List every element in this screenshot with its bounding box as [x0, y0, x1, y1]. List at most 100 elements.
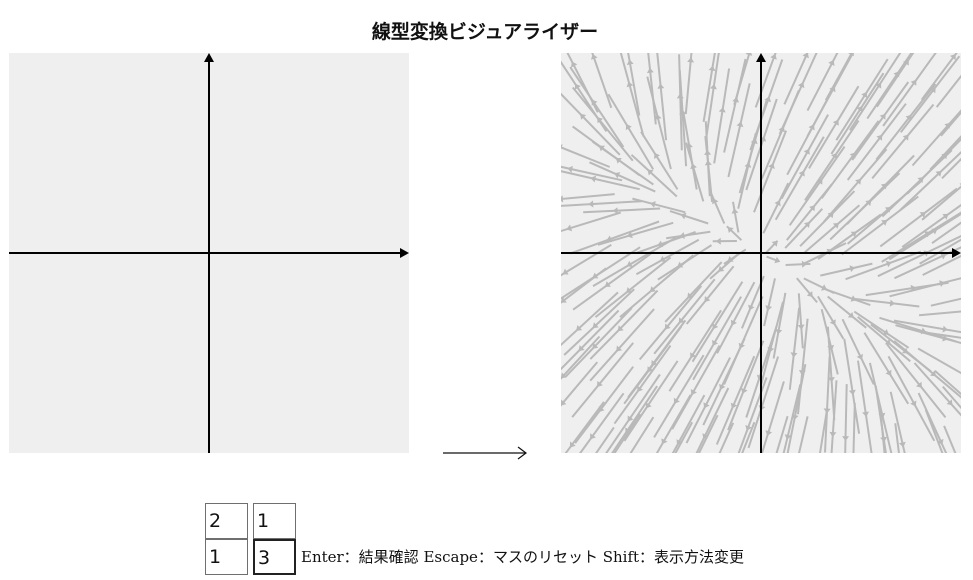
field-line: [941, 157, 961, 180]
field-line: [845, 250, 922, 281]
field-line: [917, 347, 961, 375]
field-line: [843, 338, 861, 434]
field-line: [923, 331, 961, 339]
field-line: [561, 291, 619, 347]
field-line: [561, 165, 623, 182]
field-line: [786, 89, 834, 176]
field-arrowhead: [567, 165, 573, 173]
field-line: [774, 136, 825, 221]
field-line: [808, 85, 860, 169]
field-line: [716, 281, 756, 354]
field-arrowhead: [687, 57, 695, 63]
field-arrowhead: [889, 299, 896, 307]
field-line: [825, 288, 871, 307]
field-arrowhead: [690, 163, 697, 170]
field-line: [619, 53, 645, 137]
field-line: [627, 53, 641, 116]
field-arrowhead: [942, 213, 949, 220]
field-line: [875, 83, 937, 161]
field-line: [702, 338, 746, 426]
field-arrowhead: [832, 222, 839, 229]
field-line: [671, 394, 706, 453]
field-arrowhead: [649, 286, 656, 292]
field-arrowhead: [881, 220, 888, 226]
field-line: [942, 385, 961, 410]
field-arrowhead: [591, 54, 598, 60]
field-line: [664, 261, 723, 323]
field-line: [702, 53, 716, 123]
field-arrowhead: [802, 53, 809, 59]
field-line: [561, 193, 615, 201]
field-line: [919, 238, 961, 265]
field-arrowhead: [591, 99, 598, 106]
field-line: [592, 140, 654, 186]
field-arrowhead: [827, 377, 835, 383]
field-line: [760, 90, 800, 180]
right-arrow-icon: [443, 446, 527, 460]
field-arrowhead: [679, 232, 685, 239]
field-line: [844, 384, 848, 453]
field-arrowhead: [770, 53, 777, 60]
field-line: [852, 297, 920, 308]
field-line: [894, 423, 900, 453]
field-arrowhead: [778, 126, 785, 133]
field-line: [668, 309, 722, 392]
field-line: [656, 53, 668, 141]
matrix-input-a22[interactable]: 3: [253, 539, 296, 575]
field-line: [759, 301, 784, 387]
field-line: [863, 332, 910, 405]
field-line: [713, 68, 731, 164]
field-line: [570, 220, 660, 255]
field-line: [780, 114, 829, 200]
matrix-input-a21[interactable]: 1: [205, 539, 248, 575]
field-arrowhead: [765, 430, 773, 436]
field-line: [638, 285, 703, 361]
field-arrowhead: [745, 425, 752, 431]
field-line: [619, 254, 695, 318]
field-line: [830, 380, 838, 453]
field-line: [819, 411, 828, 453]
field-arrowhead: [731, 208, 739, 214]
field-line: [732, 201, 740, 233]
field-arrowhead: [727, 255, 734, 262]
field-arrowhead: [940, 253, 947, 260]
field-arrowhead: [727, 227, 734, 233]
field-arrowhead: [942, 334, 948, 342]
field-line: [561, 200, 642, 207]
field-line: [563, 288, 635, 356]
field-arrowhead: [855, 178, 861, 185]
field-line: [913, 362, 961, 417]
field-arrowhead: [637, 385, 643, 392]
field-line: [826, 326, 836, 420]
field-arrowhead: [944, 122, 951, 129]
field-arrowhead: [704, 160, 712, 166]
field-line: [697, 414, 719, 453]
field-line: [894, 246, 961, 280]
field-line: [920, 53, 958, 101]
field-line: [561, 211, 621, 233]
field-arrowhead: [646, 67, 654, 74]
field-arrowhead: [627, 415, 634, 422]
field-arrowhead: [679, 109, 687, 115]
field-line: [893, 340, 961, 399]
matrix-input-a11[interactable]: 2: [205, 503, 248, 539]
field-line: [919, 310, 961, 317]
field-line: [924, 409, 944, 453]
field-line: [804, 120, 860, 201]
field-arrowhead: [862, 411, 869, 417]
matrix-input-a12[interactable]: 1: [253, 503, 296, 539]
field-arrowhead: [917, 177, 924, 184]
field-line: [685, 142, 705, 202]
field-arrowhead: [759, 135, 767, 142]
field-line: [888, 212, 961, 261]
field-line: [934, 370, 961, 396]
field-arrowhead: [650, 201, 656, 208]
field-line: [857, 316, 911, 363]
field-line: [797, 293, 804, 349]
field-arrowhead: [935, 170, 942, 177]
field-line: [561, 361, 599, 407]
field-arrowhead: [574, 83, 581, 90]
output-plane: [561, 53, 961, 453]
field-arrowhead: [849, 265, 856, 273]
field-line: [695, 387, 730, 453]
